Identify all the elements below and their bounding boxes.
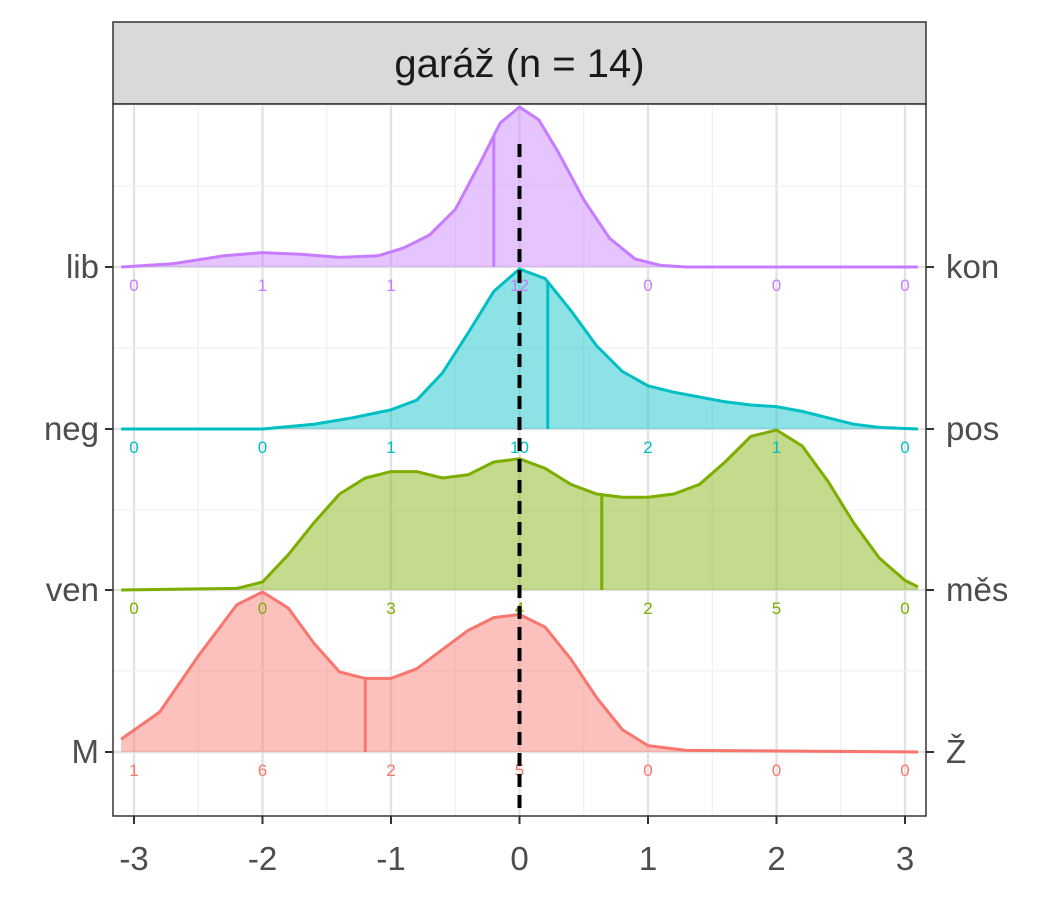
facet-strip <box>112 21 927 105</box>
density-line <box>121 428 919 592</box>
count-label: 6 <box>258 761 267 780</box>
y-label-right: kon <box>946 248 999 285</box>
count-label: 0 <box>258 599 267 618</box>
x-tick-label: -2 <box>248 840 277 877</box>
count-label: 0 <box>900 276 909 295</box>
count-label: 0 <box>772 276 781 295</box>
count-label: 0 <box>129 276 138 295</box>
density-line <box>121 267 918 431</box>
count-label: 2 <box>643 599 652 618</box>
count-label: 12 <box>510 276 529 295</box>
y-label-left: ven <box>46 571 99 608</box>
count-label: 5 <box>515 761 524 780</box>
x-axis: -3 -2 -1 0 1 2 3 <box>119 816 914 877</box>
x-tick-label: 2 <box>767 840 785 877</box>
density-line <box>121 105 918 269</box>
density-line <box>120 590 918 754</box>
y-label-right: měs <box>946 571 1008 608</box>
count-label: 0 <box>129 438 138 457</box>
x-tick-label: 1 <box>639 840 657 877</box>
count-label: 1 <box>386 438 395 457</box>
count-label: 0 <box>900 599 909 618</box>
count-label: 1 <box>772 438 781 457</box>
y-label-right: Ž <box>946 733 966 770</box>
count-labels: 162500000342500011021001112000 <box>129 276 909 780</box>
x-tick-label: -1 <box>376 840 405 877</box>
count-label: 1 <box>129 761 138 780</box>
count-label: 2 <box>643 438 652 457</box>
count-label: 1 <box>258 276 267 295</box>
y-label-left: M <box>72 733 100 770</box>
count-label: 0 <box>772 761 781 780</box>
chart-title: garáž (n = 14) <box>394 42 644 86</box>
x-tick-label: 0 <box>510 840 528 877</box>
count-label: 5 <box>772 599 781 618</box>
count-label: 2 <box>386 761 395 780</box>
y-label-right: pos <box>946 410 999 447</box>
count-label: 0 <box>643 761 652 780</box>
count-label: 0 <box>643 276 652 295</box>
x-tick-label: 3 <box>896 840 914 877</box>
y-label-left: lib <box>66 248 99 285</box>
count-label: 0 <box>129 599 138 618</box>
count-label: 1 <box>386 276 395 295</box>
count-label: 0 <box>900 761 909 780</box>
density-area <box>121 269 918 429</box>
x-tick-label: -3 <box>119 840 148 877</box>
count-label: 0 <box>900 438 909 457</box>
count-label: 0 <box>258 438 267 457</box>
y-label-left: neg <box>44 410 99 447</box>
count-label: 3 <box>386 599 395 618</box>
